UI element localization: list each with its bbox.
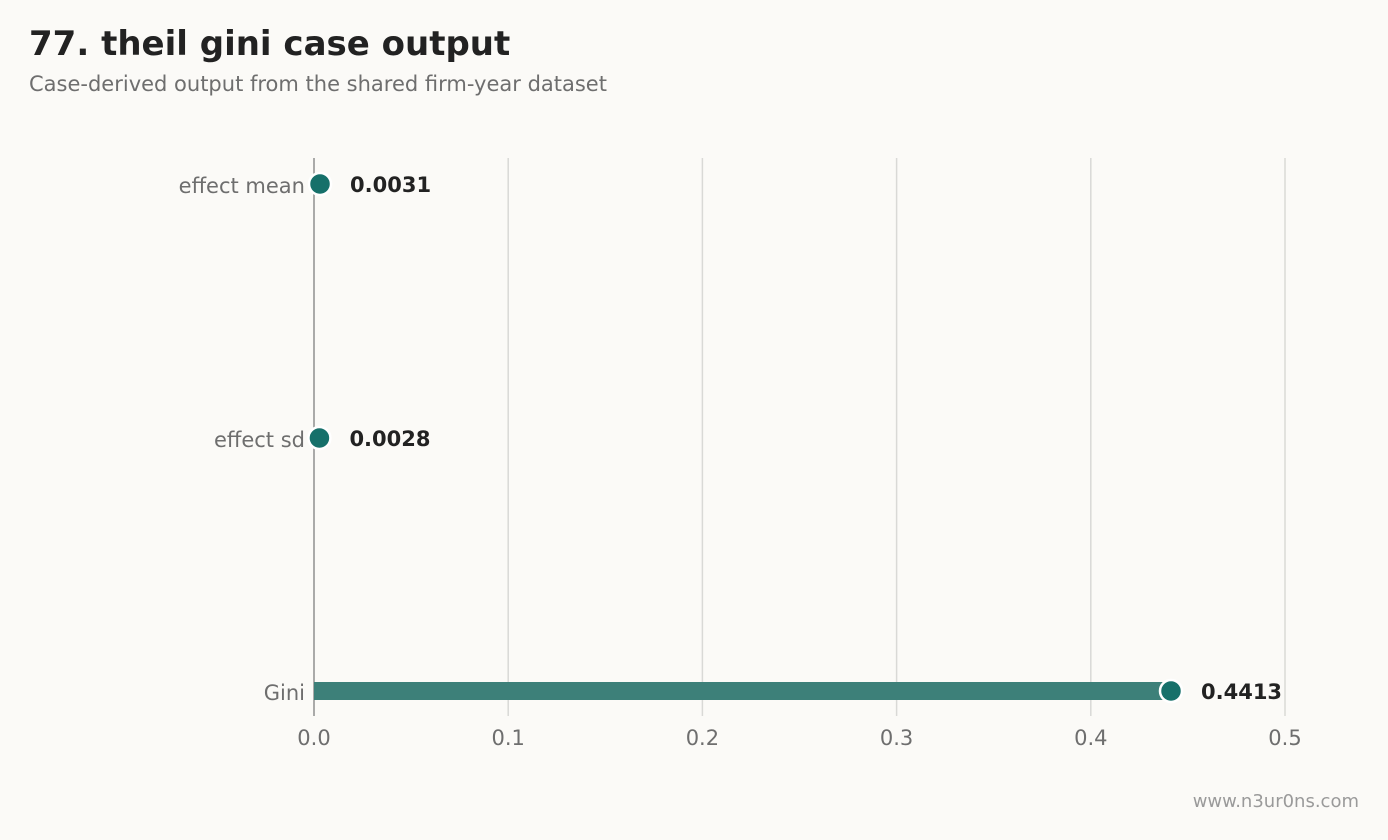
x-tick-label: 0.5 <box>1268 726 1301 750</box>
value-label: 0.0031 <box>350 173 431 197</box>
grid-lines <box>507 158 1286 716</box>
data-point <box>307 425 332 451</box>
bars <box>314 175 1172 700</box>
x-tick-label: 0.0 <box>297 726 330 750</box>
chart-title: 77. theil gini case output <box>29 24 511 64</box>
bar <box>314 682 1172 700</box>
value-label: 0.4413 <box>1201 680 1282 704</box>
labels: 0.0031 0.0028 0.4413 <box>349 173 1282 704</box>
chart-subtitle: Case-derived output from the shared firm… <box>29 72 607 96</box>
category-label: Gini <box>264 681 305 705</box>
axis: 0.0 0.1 0.2 0.3 0.4 0.5 effect mean effect sd Gi… <box>179 158 1302 750</box>
x-tick-label: 0.3 <box>880 726 913 750</box>
category-label: effect sd <box>214 428 305 452</box>
points <box>307 171 1184 704</box>
x-tick-label: 0.1 <box>491 726 524 750</box>
data-point <box>307 171 333 197</box>
category-label: effect mean <box>179 174 305 198</box>
data-point <box>1158 678 1184 704</box>
footer-credit: www.n3ur0ns.com <box>1192 791 1359 812</box>
x-tick-label: 0.2 <box>686 726 719 750</box>
x-tick-label: 0.4 <box>1074 726 1107 750</box>
value-label: 0.0028 <box>349 427 430 451</box>
